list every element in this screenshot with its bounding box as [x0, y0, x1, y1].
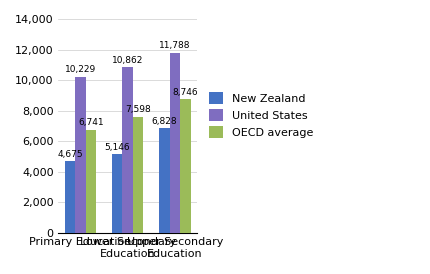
- Text: 10,229: 10,229: [65, 65, 96, 74]
- Text: 7,598: 7,598: [125, 105, 151, 114]
- Text: 5,146: 5,146: [104, 143, 130, 152]
- Bar: [160, 129, 170, 233]
- Bar: [133, 117, 143, 233]
- Text: 4,675: 4,675: [57, 150, 83, 159]
- Bar: [86, 130, 96, 233]
- Text: 11,788: 11,788: [159, 41, 190, 50]
- Bar: [180, 99, 190, 233]
- Text: 6,828: 6,828: [152, 117, 177, 126]
- Bar: [75, 76, 86, 233]
- Text: 10,862: 10,862: [112, 56, 143, 65]
- Bar: [123, 67, 133, 233]
- Bar: [65, 161, 75, 233]
- Text: 6,741: 6,741: [78, 118, 104, 127]
- Bar: [170, 53, 180, 233]
- Bar: [112, 154, 123, 233]
- Text: 8,746: 8,746: [172, 88, 198, 97]
- Legend: New Zealand, United States, OECD average: New Zealand, United States, OECD average: [204, 87, 319, 143]
